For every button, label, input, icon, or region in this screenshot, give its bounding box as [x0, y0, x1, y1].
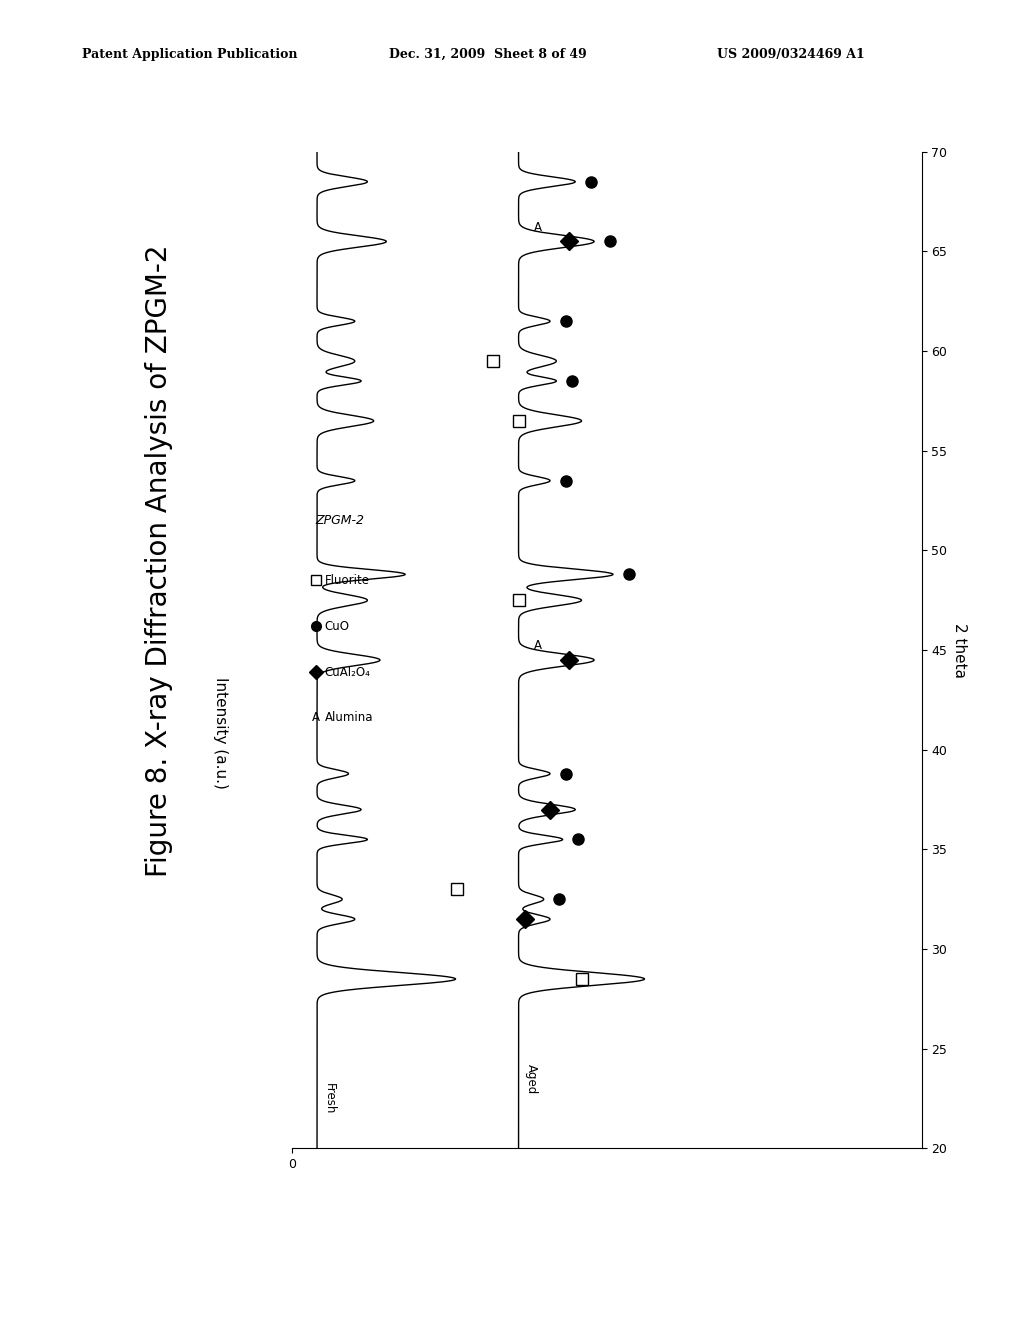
Text: Fresh: Fresh	[324, 1082, 336, 1114]
Text: ZPGM-2: ZPGM-2	[315, 513, 365, 527]
Text: CuAl₂O₄: CuAl₂O₄	[325, 665, 371, 678]
Text: Patent Application Publication: Patent Application Publication	[82, 48, 297, 61]
Text: Alumina: Alumina	[325, 711, 373, 725]
Text: A: A	[534, 639, 542, 652]
Text: Aged: Aged	[525, 1064, 538, 1094]
Y-axis label: 2 theta: 2 theta	[951, 623, 967, 677]
Text: Dec. 31, 2009  Sheet 8 of 49: Dec. 31, 2009 Sheet 8 of 49	[389, 48, 587, 61]
Text: Figure 8. X-ray Diffraction Analysis of ZPGM-2: Figure 8. X-ray Diffraction Analysis of …	[144, 244, 173, 878]
Text: US 2009/0324469 A1: US 2009/0324469 A1	[717, 48, 864, 61]
Text: Fluorite: Fluorite	[325, 574, 370, 587]
Text: CuO: CuO	[325, 619, 349, 632]
Text: Intensity (a.u.): Intensity (a.u.)	[213, 677, 227, 788]
Text: A: A	[311, 711, 319, 725]
Text: A: A	[534, 220, 542, 234]
